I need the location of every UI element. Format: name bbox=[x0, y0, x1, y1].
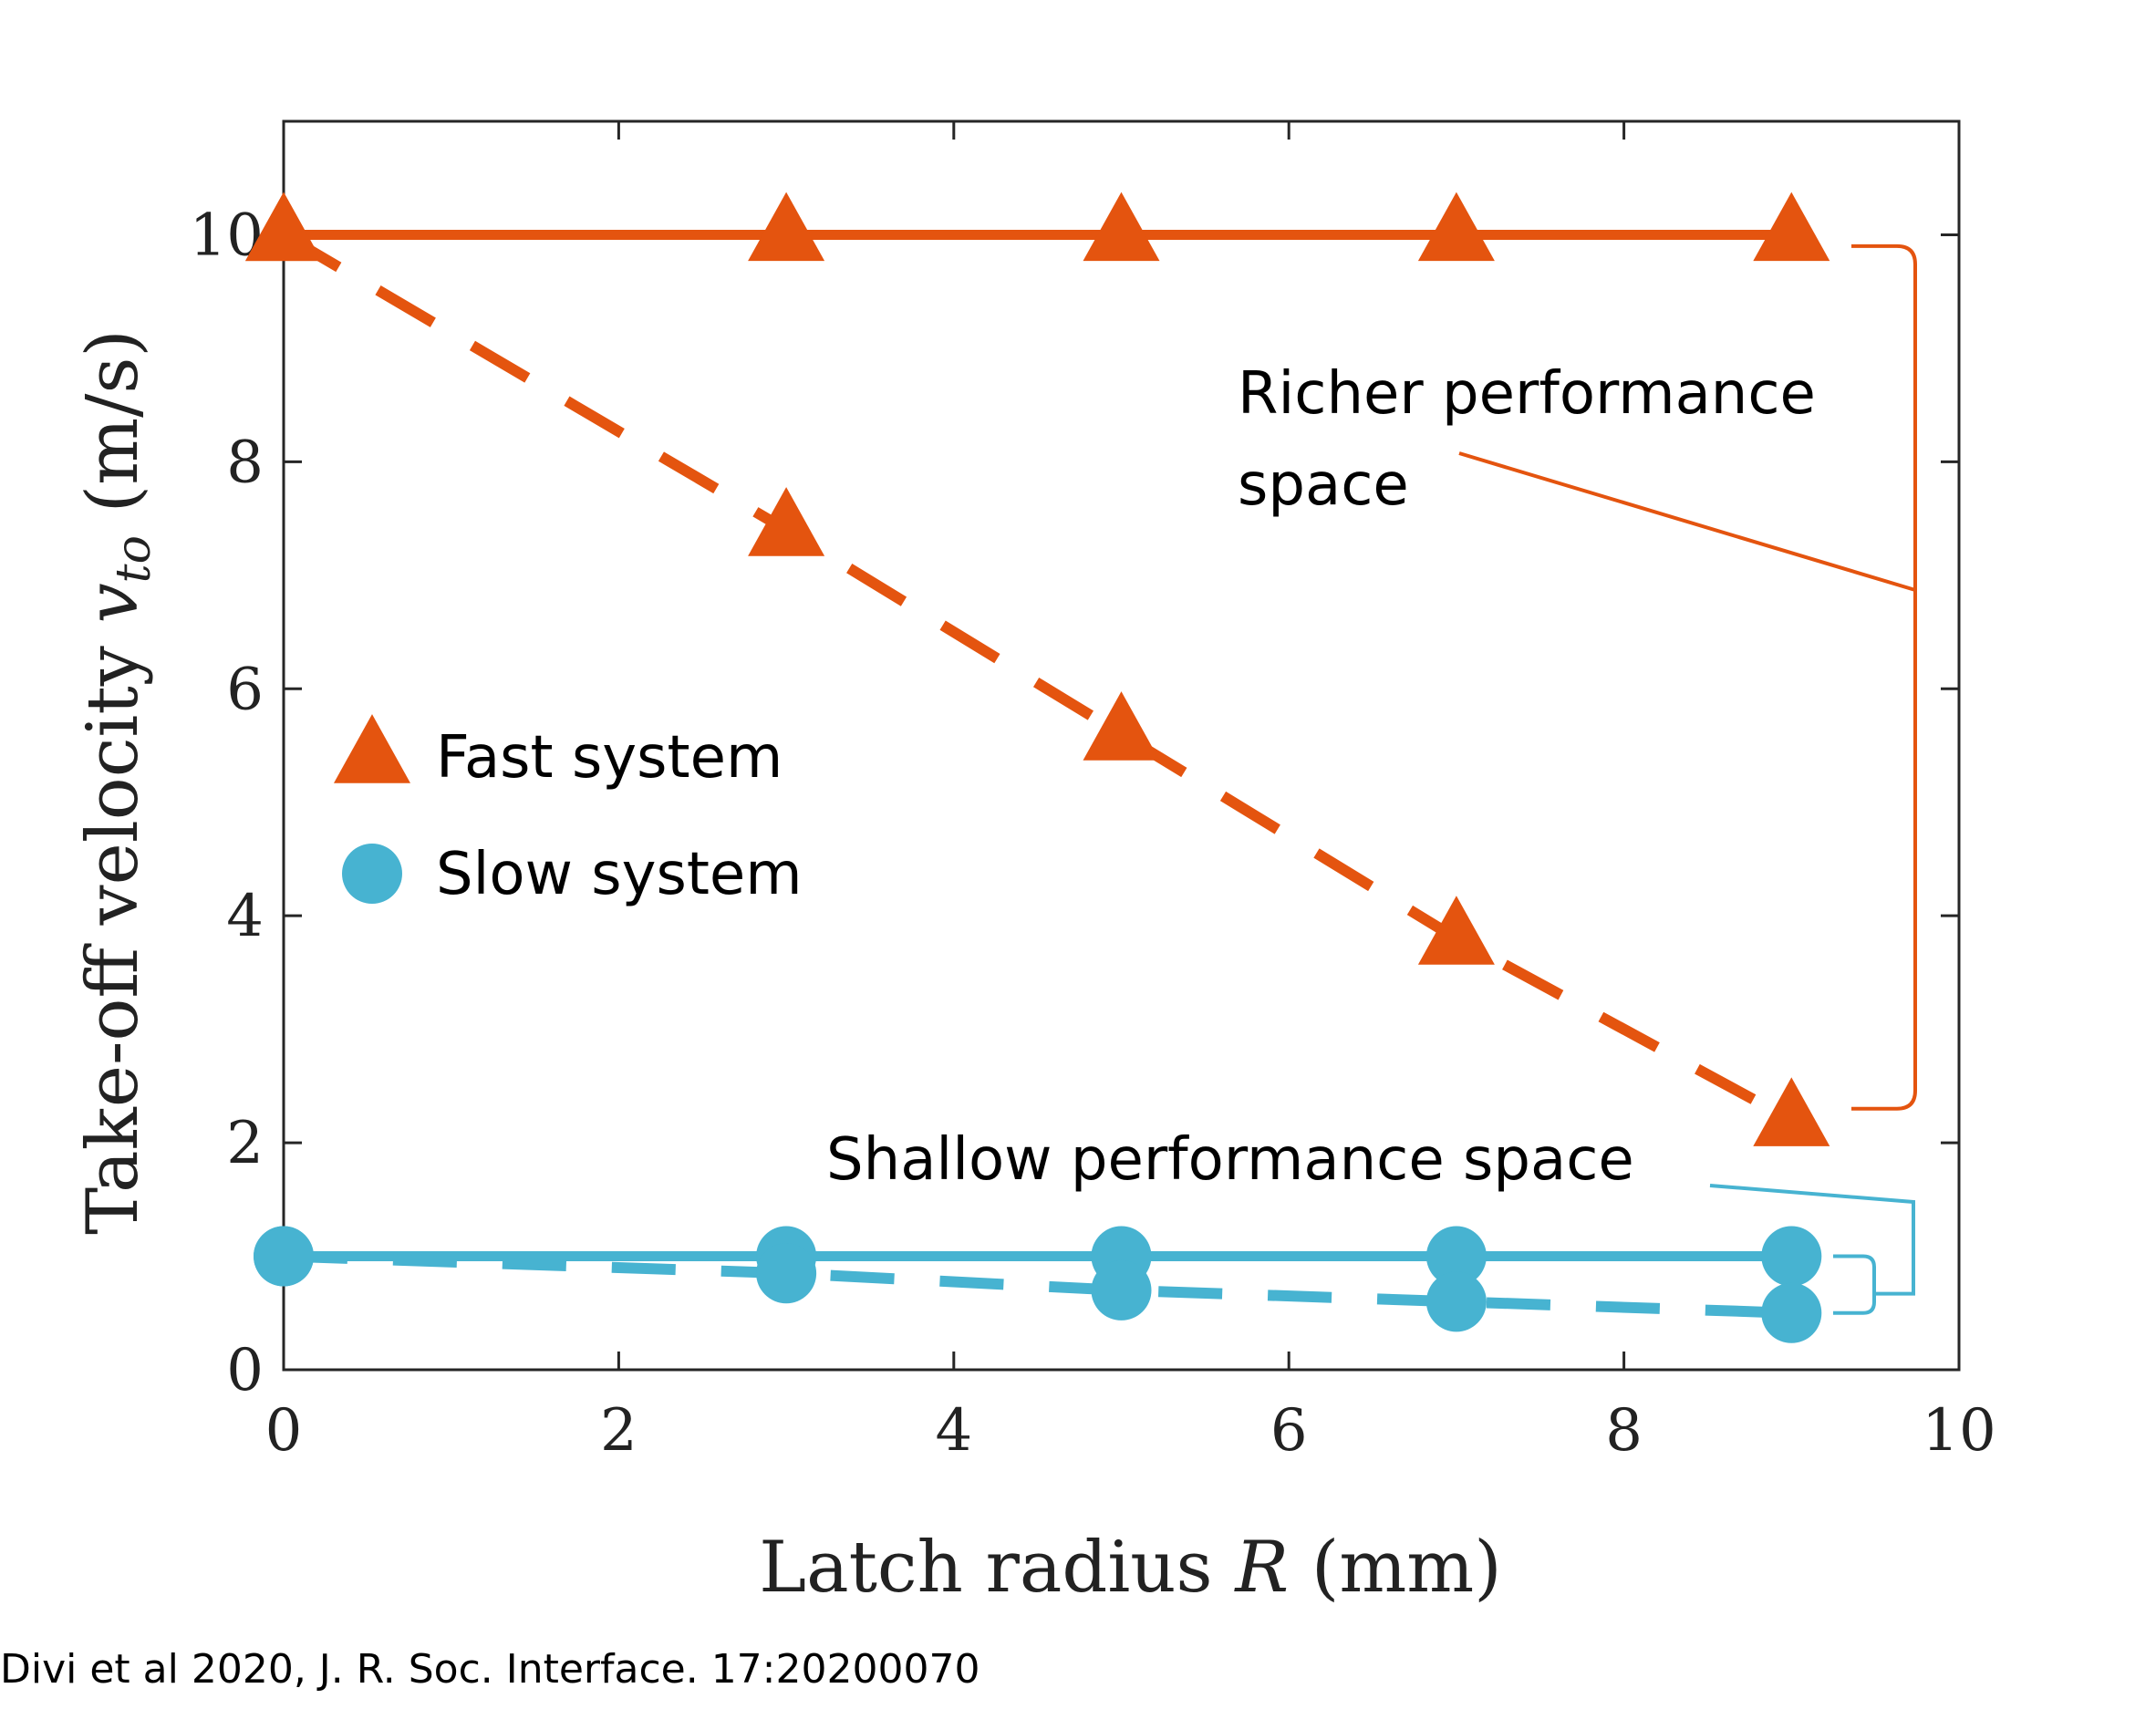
series-line-3 bbox=[283, 1250, 1792, 1319]
data-point-s3-2 bbox=[1091, 1259, 1152, 1321]
legend: Fast system Slow system bbox=[334, 714, 803, 908]
x-axis-title: Latch radius R (mm) bbox=[759, 1527, 1501, 1609]
data-point-s1-1 bbox=[748, 487, 825, 556]
x-tick-label-2: 4 bbox=[935, 1397, 972, 1465]
richer-annotation-line-0: Richer performance bbox=[1238, 360, 1816, 428]
x-axis-title-text: Latch radius bbox=[759, 1527, 1212, 1609]
markers-layer bbox=[245, 192, 1830, 1343]
citation: Divi et al 2020, J. R. Soc. Interface. 1… bbox=[0, 1646, 980, 1693]
x-axis-title-var: R bbox=[1233, 1527, 1289, 1609]
x-tick-label-3: 6 bbox=[1270, 1397, 1308, 1465]
y-tick-label-2: 4 bbox=[226, 883, 264, 950]
plot-frame bbox=[282, 119, 1961, 1372]
data-point-s0-4 bbox=[1753, 192, 1830, 262]
x-axis-title-unit: (mm) bbox=[1311, 1527, 1502, 1609]
data-point-s3-0 bbox=[254, 1226, 314, 1287]
legend-label-1: Slow system bbox=[436, 841, 803, 908]
richer-bracket bbox=[1851, 243, 1917, 1111]
data-point-s1-2 bbox=[1083, 691, 1160, 761]
y-tick-label-3: 6 bbox=[226, 656, 264, 723]
y-axis-title-sub: to bbox=[107, 535, 161, 583]
data-point-s0-1 bbox=[748, 192, 825, 262]
data-point-s2-4 bbox=[1761, 1226, 1822, 1287]
data-point-s1-4 bbox=[1753, 1077, 1830, 1146]
richer-annotation-line-1: space bbox=[1238, 451, 1409, 519]
data-point-s3-1 bbox=[756, 1243, 817, 1304]
data-point-s3-3 bbox=[1425, 1271, 1487, 1332]
shallow-bracket bbox=[1833, 1254, 1876, 1315]
data-point-s0-2 bbox=[1083, 192, 1160, 262]
y-axis-title-unit: (m/s) bbox=[72, 329, 154, 513]
shallow-leader-line bbox=[1709, 1184, 1915, 1296]
y-axis-title: Take-off velocity vto (m/s) bbox=[72, 329, 167, 1235]
y-tick-label-4: 8 bbox=[226, 429, 264, 496]
data-point-s3-4 bbox=[1761, 1282, 1822, 1343]
y-tick-label-1: 2 bbox=[226, 1110, 264, 1177]
data-point-s2-3 bbox=[1425, 1226, 1487, 1287]
richer-leader-line bbox=[1458, 451, 1916, 592]
legend-marker-0 bbox=[334, 714, 410, 783]
x-tick-label-4: 8 bbox=[1605, 1397, 1643, 1465]
legend-marker-1 bbox=[342, 844, 402, 904]
x-tick-label-1: 2 bbox=[600, 1397, 637, 1465]
shallow-annotation-line-0: Shallow performance space bbox=[826, 1126, 1634, 1194]
x-tick-label-0: 0 bbox=[265, 1397, 303, 1465]
series-line-1 bbox=[280, 230, 1795, 1125]
y-tick-label-0: 0 bbox=[226, 1337, 264, 1404]
x-tick-label-5: 10 bbox=[1922, 1397, 1995, 1465]
data-point-s1-3 bbox=[1417, 896, 1495, 965]
y-axis-title-text: Take-off velocity bbox=[72, 646, 154, 1235]
data-point-s0-3 bbox=[1417, 192, 1495, 262]
legend-label-0: Fast system bbox=[436, 724, 783, 792]
y-axis-title-var: v bbox=[72, 583, 154, 623]
annotation-layer: Richer performance space Shallow performan… bbox=[826, 243, 1917, 1315]
data-point-s1-0 bbox=[245, 192, 322, 262]
